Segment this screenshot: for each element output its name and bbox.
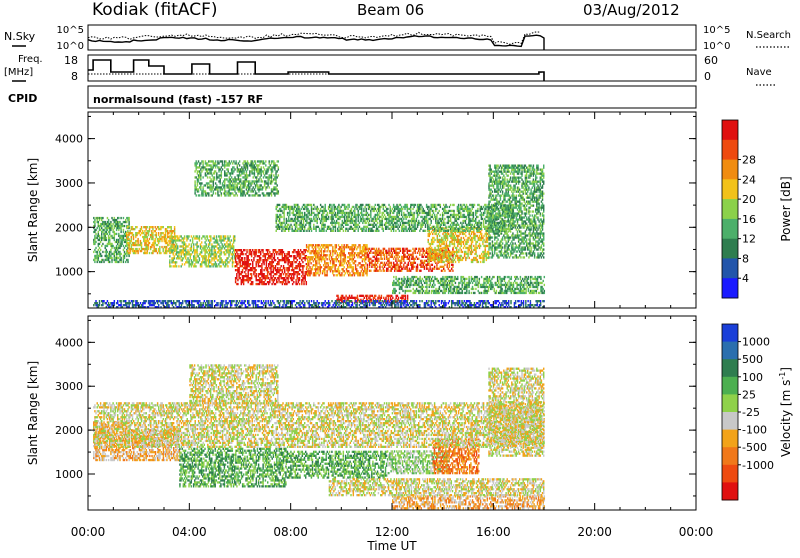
xtick-label: 04:00 bbox=[172, 525, 207, 539]
velocity-panel: 1000 2000 3000 4000 Slant Range [km] 00:00 04:… bbox=[26, 316, 793, 539]
power-colorbar-tick: 24 bbox=[742, 173, 756, 186]
freq-label-top: Freq. bbox=[18, 54, 43, 65]
velocity-colorbar-tick: 500 bbox=[742, 353, 763, 366]
power-y-axis-label: Slant Range [km] bbox=[26, 158, 40, 262]
nave-tick-high: 60 bbox=[704, 54, 718, 67]
velocity-colorbar-tick: -1000 bbox=[742, 459, 774, 472]
velocity-ytick-label: 1000 bbox=[55, 468, 83, 481]
beam-title: Beam 06 bbox=[357, 1, 424, 19]
velocity-colorbar-tick: 1000 bbox=[742, 336, 770, 349]
velocity-region-3 bbox=[286, 451, 388, 479]
xtick-label: 20:00 bbox=[577, 525, 612, 539]
power-colorbar: 4 8 12 16 20 24 28 Power [dB] bbox=[722, 120, 793, 298]
velocity-region-9 bbox=[392, 495, 545, 509]
power-ytick-label: 3000 bbox=[55, 177, 83, 190]
xtick-label: 16:00 bbox=[476, 525, 511, 539]
power-colorbar-tick: 16 bbox=[742, 213, 756, 226]
power-region-4 bbox=[306, 244, 368, 276]
freq-label-unit: [MHz] bbox=[4, 67, 33, 78]
nave-label: Nave bbox=[746, 67, 772, 78]
nsearch-tick-high: 10^5 bbox=[703, 25, 730, 36]
power-ytick-label: 2000 bbox=[55, 221, 83, 234]
nsky-series-line bbox=[88, 35, 544, 50]
power-colorbar-tick: 12 bbox=[742, 233, 756, 246]
nsearch-tick-low: 10^0 bbox=[703, 41, 730, 52]
velocity-y-axis-label: Slant Range [km] bbox=[26, 361, 40, 465]
date-title: 03/Aug/2012 bbox=[583, 1, 680, 19]
power-region-7 bbox=[276, 204, 515, 232]
freq-tick-high: 18 bbox=[64, 54, 78, 67]
freq-tick-low: 8 bbox=[71, 70, 78, 83]
power-region-3 bbox=[235, 249, 307, 285]
nsearch-label: N.Search bbox=[746, 30, 791, 41]
xtick-label: 00:00 bbox=[679, 525, 714, 539]
power-region-6 bbox=[428, 227, 490, 263]
velocity-region-7 bbox=[189, 364, 278, 404]
velocity-colorbar: 1000 500 100 25 -25 -100 -500 -1000 Velocity [m … bbox=[722, 324, 793, 500]
velocity-colorbar-tick: 100 bbox=[742, 371, 763, 384]
power-ytick-label: 4000 bbox=[55, 133, 83, 146]
velocity-region-10 bbox=[329, 478, 545, 496]
x-axis-label: Time UT bbox=[366, 539, 417, 553]
velocity-colorbar-tick: -500 bbox=[742, 441, 767, 454]
power-colorbar-tick: 28 bbox=[742, 154, 756, 167]
power-panel: 1000 2000 3000 4000 Slant Range [km] 4 8 12 16 20… bbox=[26, 112, 793, 308]
xtick-label: 12:00 bbox=[375, 525, 410, 539]
power-colorbar-label: Power [dB] bbox=[779, 176, 793, 241]
power-region-2 bbox=[169, 235, 235, 267]
power-region-10 bbox=[392, 276, 545, 294]
power-data-cells bbox=[93, 160, 545, 308]
velocity-colorbar-tick: -25 bbox=[742, 406, 760, 419]
velocity-ytick-label: 2000 bbox=[55, 424, 83, 437]
xtick-label: 08:00 bbox=[273, 525, 308, 539]
freq-series-line bbox=[88, 60, 544, 81]
power-region-8 bbox=[488, 165, 544, 259]
velocity-ytick-label: 3000 bbox=[55, 380, 83, 393]
nsky-label: N.Sky bbox=[4, 30, 36, 43]
velocity-colorbar-tick: -100 bbox=[742, 424, 767, 437]
cpid-label: CPID bbox=[8, 92, 37, 105]
power-colorbar-tick: 20 bbox=[742, 193, 756, 206]
power-colorbar-tick: 4 bbox=[742, 272, 749, 285]
velocity-region-2 bbox=[179, 448, 286, 488]
power-region-12 bbox=[93, 300, 545, 308]
freq-panel-frame bbox=[88, 55, 696, 81]
power-region-1 bbox=[126, 226, 175, 254]
nsky-tick-low: 10^0 bbox=[57, 41, 84, 52]
power-ytick-label: 1000 bbox=[55, 266, 83, 279]
xtick-label: 00:00 bbox=[71, 525, 106, 539]
cpid-text: normalsound (fast) -157 RF bbox=[93, 93, 263, 106]
velocity-ytick-label: 4000 bbox=[55, 336, 83, 349]
nave-tick-low: 0 bbox=[704, 70, 711, 83]
power-colorbar-tick: 8 bbox=[742, 252, 749, 265]
velocity-colorbar-label: Velocity [m s-1] bbox=[778, 367, 793, 457]
power-region-0 bbox=[93, 217, 130, 263]
velocity-data-cells bbox=[93, 364, 545, 509]
station-title: Kodiak (fitACF) bbox=[92, 0, 218, 20]
power-region-9 bbox=[194, 160, 279, 196]
nsky-tick-high: 10^5 bbox=[57, 25, 84, 36]
velocity-colorbar-tick: 25 bbox=[742, 388, 756, 401]
